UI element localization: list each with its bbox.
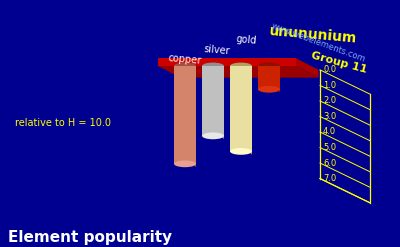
Polygon shape [174, 66, 196, 164]
Text: copper: copper [167, 53, 202, 66]
Polygon shape [277, 66, 280, 93]
Polygon shape [193, 66, 196, 167]
Text: unununium: unununium [269, 24, 358, 46]
Text: 0.0: 0.0 [323, 65, 336, 74]
Text: relative to H = 10.0: relative to H = 10.0 [15, 118, 111, 128]
Ellipse shape [202, 62, 224, 69]
Polygon shape [202, 66, 224, 136]
Ellipse shape [230, 62, 252, 69]
Text: 6.0: 6.0 [323, 159, 336, 167]
Text: 2.0: 2.0 [323, 96, 336, 105]
Polygon shape [230, 66, 252, 151]
Ellipse shape [258, 86, 280, 93]
Text: 5.0: 5.0 [323, 143, 336, 152]
Polygon shape [296, 58, 318, 78]
Text: gold: gold [236, 34, 258, 46]
Ellipse shape [202, 132, 224, 139]
Text: silver: silver [203, 44, 230, 56]
Text: 1.0: 1.0 [323, 81, 336, 90]
Text: www.webelements.com: www.webelements.com [270, 21, 367, 64]
Polygon shape [158, 66, 318, 78]
Text: Element popularity: Element popularity [8, 230, 172, 245]
Text: 7.0: 7.0 [323, 174, 336, 183]
Ellipse shape [174, 62, 196, 69]
Polygon shape [158, 58, 296, 66]
Polygon shape [258, 66, 280, 89]
Ellipse shape [230, 148, 252, 155]
Ellipse shape [258, 62, 280, 69]
Ellipse shape [174, 160, 196, 167]
Text: Group 11: Group 11 [310, 50, 368, 75]
Polygon shape [221, 66, 224, 139]
Text: 4.0: 4.0 [323, 127, 336, 137]
Text: 3.0: 3.0 [323, 112, 336, 121]
Polygon shape [249, 66, 252, 155]
